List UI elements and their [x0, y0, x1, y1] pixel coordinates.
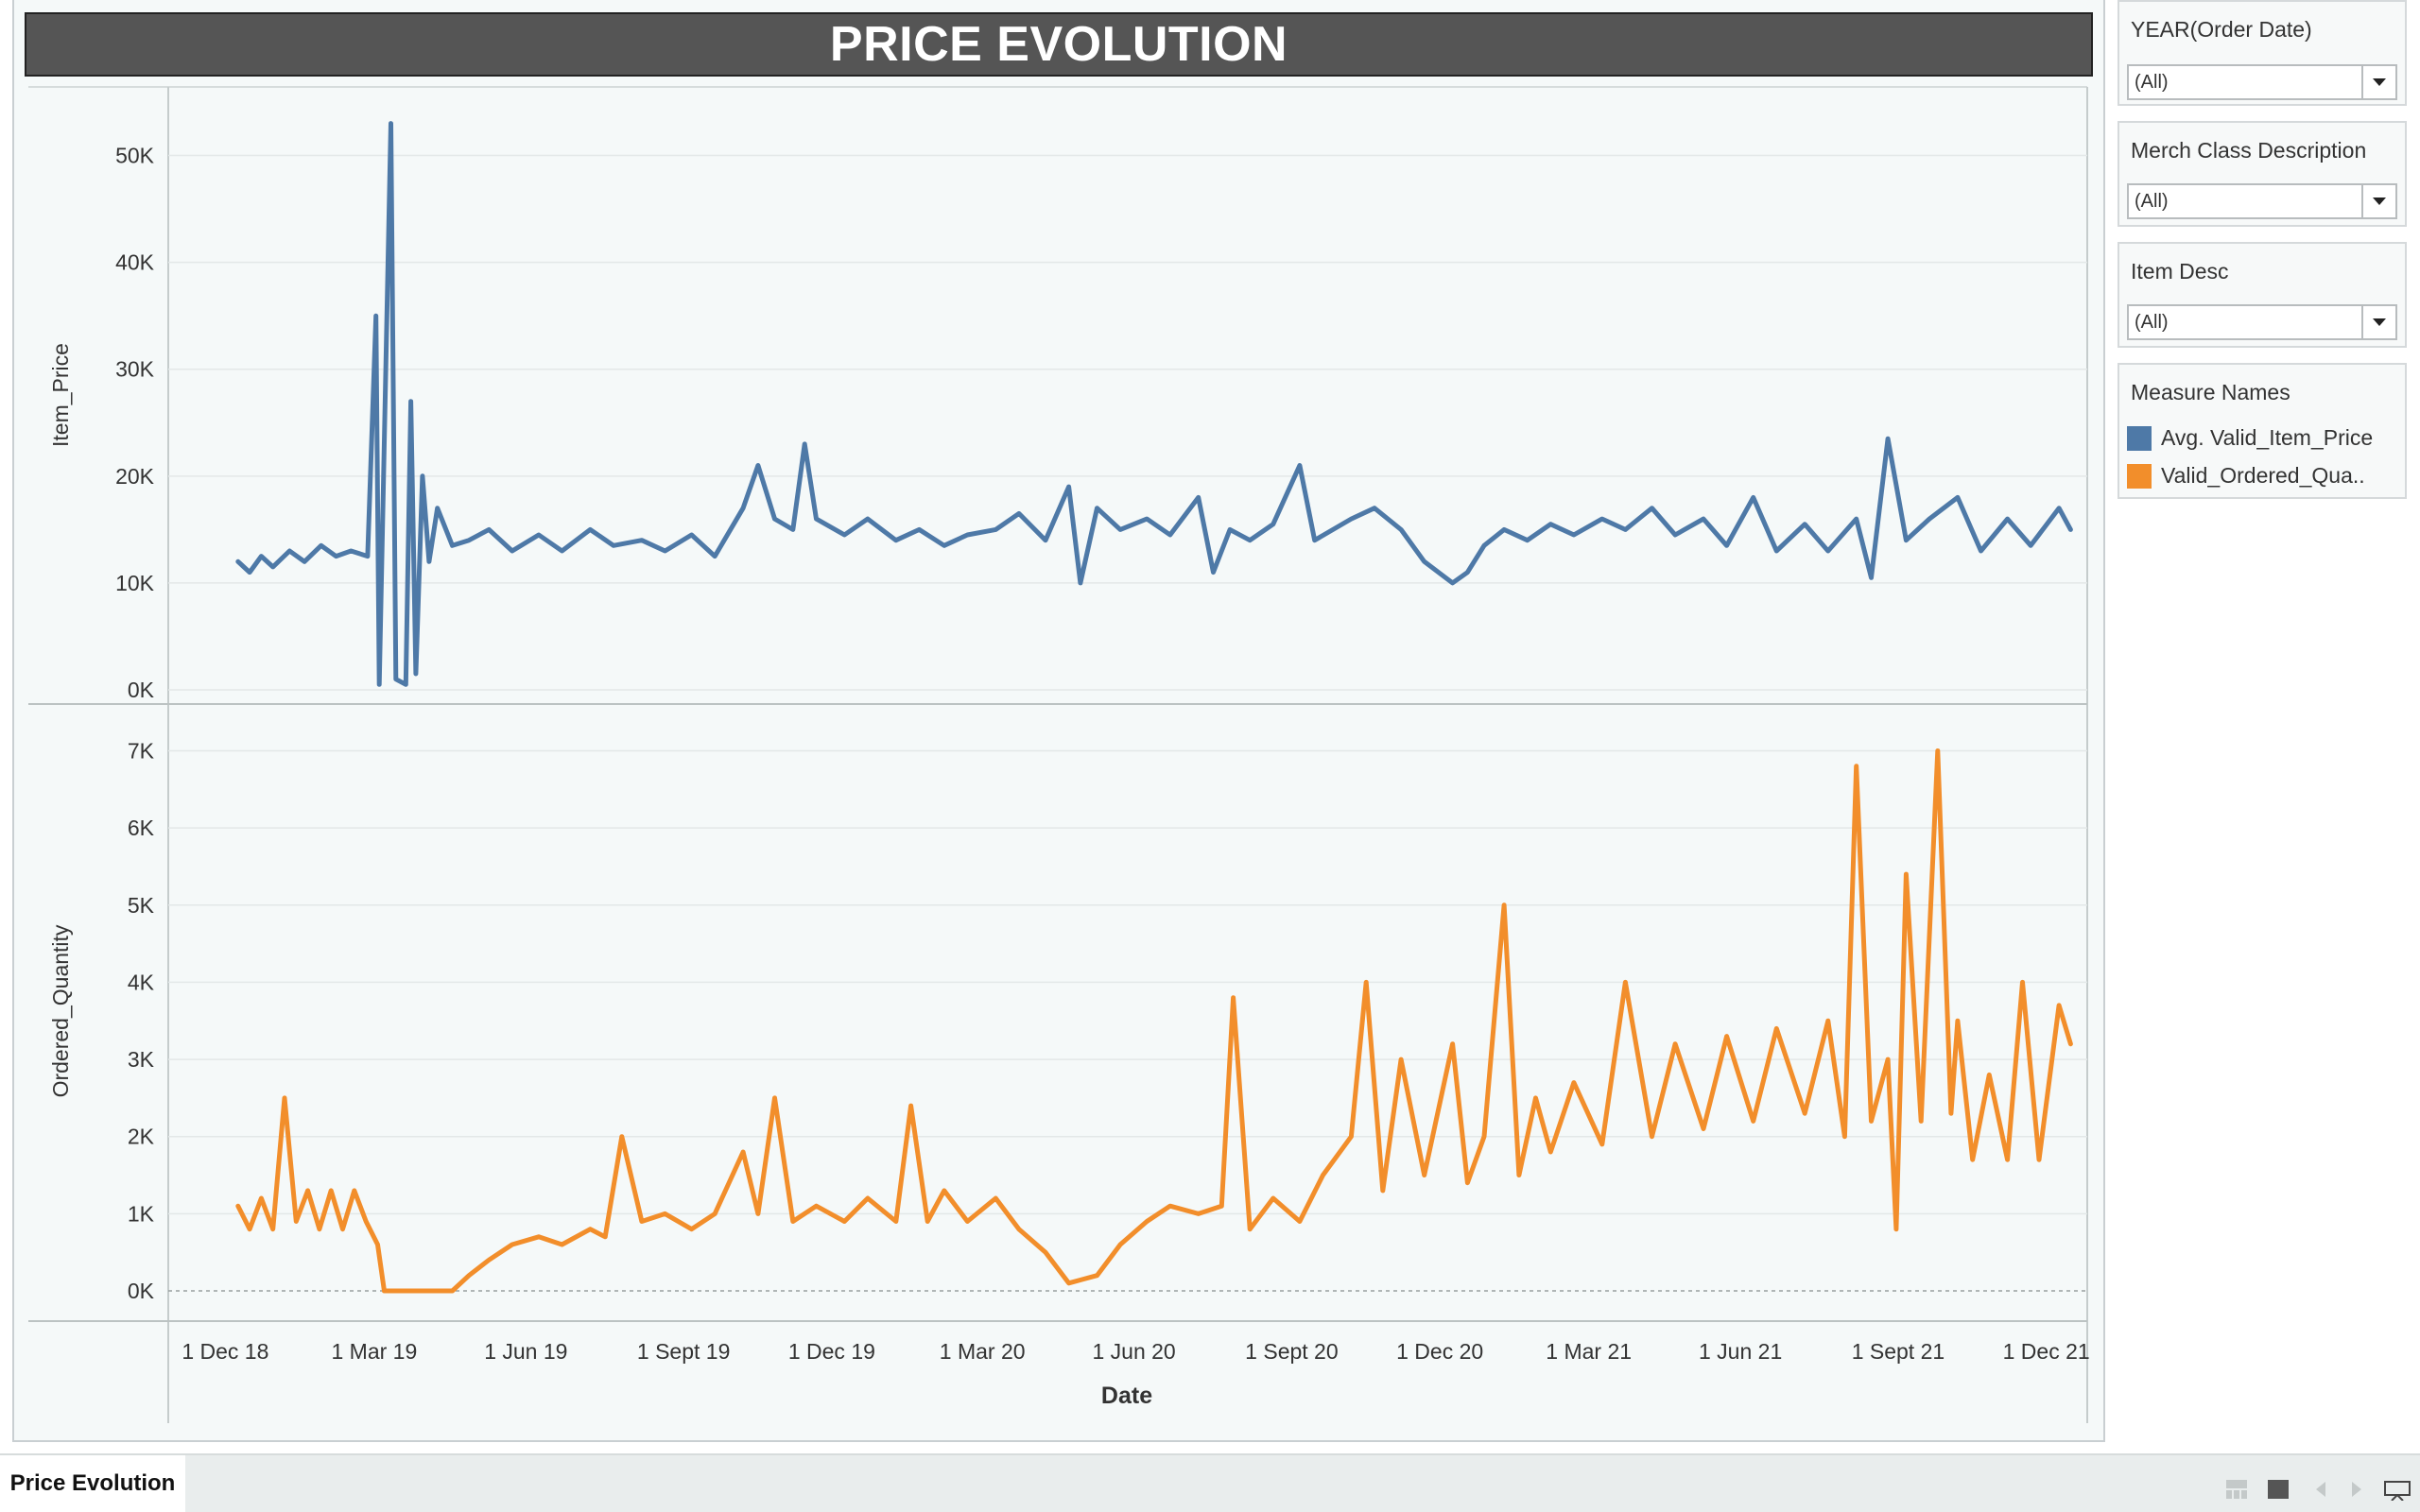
tab-icon[interactable]: [2268, 1480, 2289, 1499]
y-tick-label: 6K: [128, 816, 155, 840]
y-tick-label: 0K: [128, 1279, 155, 1303]
x-tick-label: 1 Dec 19: [788, 1339, 875, 1364]
year-filter-label: YEAR(Order Date): [2131, 17, 2312, 42]
chevron-down-icon[interactable]: [2361, 306, 2395, 338]
merch-class-filter-label: Merch Class Description: [2131, 138, 2367, 163]
price-series: [235, 121, 2073, 687]
quantity-series: [235, 748, 2073, 1294]
quantity-series-line: [235, 748, 2073, 1294]
price-axis-title: Item_Price: [48, 343, 73, 447]
y-tick-label: 10K: [115, 571, 155, 595]
year-filter-card: YEAR(Order Date) (All): [2118, 0, 2407, 106]
item-desc-filter-card: Item Desc (All): [2118, 242, 2407, 348]
y-tick-label: 0K: [128, 678, 155, 702]
plot-frame: [28, 86, 2088, 1423]
x-tick-label: 1 Sept 21: [1852, 1339, 1945, 1364]
x-tick-label: 1 Jun 21: [1699, 1339, 1782, 1364]
y-tick-label: 2K: [128, 1125, 155, 1149]
legend-label: Valid_Ordered_Qua..: [2161, 463, 2365, 488]
quantity-axis-title: Ordered_Quantity: [48, 924, 73, 1097]
y-tick-label: 50K: [115, 144, 155, 168]
year-filter-value: (All): [2135, 71, 2169, 93]
price-evolution-chart: 0K 10K 20K 30K 40K 50K 0K 1K 2K 3K 4K 5K 6K 7K Item_…: [28, 86, 2090, 1423]
legend-label: Avg. Valid_Item_Price: [2161, 425, 2374, 450]
legend-swatch: [2127, 463, 2152, 489]
date-axis-title: Date: [1101, 1383, 1152, 1409]
date-axis: 1 Dec 18 1 Mar 19 1 Jun 19 1 Sept 19 1 Dec 1…: [182, 1339, 2089, 1364]
chevron-down-icon[interactable]: [2361, 66, 2395, 98]
merch-class-filter-card: Merch Class Description (All): [2118, 121, 2407, 227]
x-tick-label: 1 Mar 21: [1546, 1339, 1632, 1364]
legend-swatch: [2127, 425, 2152, 451]
sheet-sorter-icon[interactable]: [2226, 1480, 2247, 1499]
previous-icon[interactable]: [2314, 1480, 2327, 1499]
y-tick-label: 20K: [115, 464, 155, 489]
dashboard-title: PRICE EVOLUTION: [829, 17, 1288, 72]
price-series-line: [235, 121, 2073, 687]
x-tick-label: 1 Sept 20: [1245, 1339, 1338, 1364]
title-bar: PRICE EVOLUTION: [25, 12, 2093, 77]
presentation-mode-icon[interactable]: [2384, 1480, 2411, 1501]
year-filter-dropdown[interactable]: (All): [2127, 64, 2397, 100]
chevron-down-icon[interactable]: [2361, 185, 2395, 217]
y-tick-label: 3K: [128, 1047, 155, 1072]
quantity-pane-y-axis: 0K 1K 2K 3K 4K 5K 6K 7K: [128, 738, 155, 1303]
sheet-tab-bar: Price Evolution: [0, 1453, 2420, 1512]
x-tick-label: 1 Jun 19: [484, 1339, 567, 1364]
legend-item-quantity[interactable]: Valid_Ordered_Qua..: [2127, 463, 2365, 489]
quantity-pane-gridlines: [168, 749, 2087, 1292]
y-tick-label: 7K: [128, 738, 155, 763]
y-tick-label: 30K: [115, 357, 155, 382]
x-tick-label: 1 Mar 19: [332, 1339, 418, 1364]
item-desc-filter-value: (All): [2135, 311, 2169, 333]
x-tick-label: 1 Dec 21: [2003, 1339, 2090, 1364]
price-pane-y-axis: 0K 10K 20K 30K 40K 50K: [115, 144, 155, 702]
merch-class-filter-dropdown[interactable]: (All): [2127, 183, 2397, 219]
x-tick-label: 1 Dec 20: [1396, 1339, 1483, 1364]
next-icon[interactable]: [2350, 1480, 2363, 1499]
legend-item-price[interactable]: Avg. Valid_Item_Price: [2127, 425, 2373, 451]
merch-class-filter-value: (All): [2135, 190, 2169, 212]
x-tick-label: 1 Mar 20: [940, 1339, 1026, 1364]
sheet-tab-price-evolution[interactable]: Price Evolution: [0, 1455, 185, 1512]
price-pane-gridlines: [168, 154, 2087, 691]
x-tick-label: 1 Sept 19: [637, 1339, 730, 1364]
item-desc-filter-label: Item Desc: [2131, 259, 2229, 284]
y-tick-label: 1K: [128, 1201, 155, 1226]
y-tick-label: 5K: [128, 893, 155, 918]
y-tick-label: 4K: [128, 970, 155, 994]
legend-title: Measure Names: [2131, 380, 2290, 404]
item-desc-filter-dropdown[interactable]: (All): [2127, 304, 2397, 340]
dashboard-container: [12, 0, 2105, 1442]
x-tick-label: 1 Jun 20: [1092, 1339, 1175, 1364]
y-tick-label: 40K: [115, 250, 155, 275]
x-tick-label: 1 Dec 18: [182, 1339, 268, 1364]
legend-card: Measure Names Avg. Valid_Item_Price Vali…: [2118, 363, 2407, 499]
